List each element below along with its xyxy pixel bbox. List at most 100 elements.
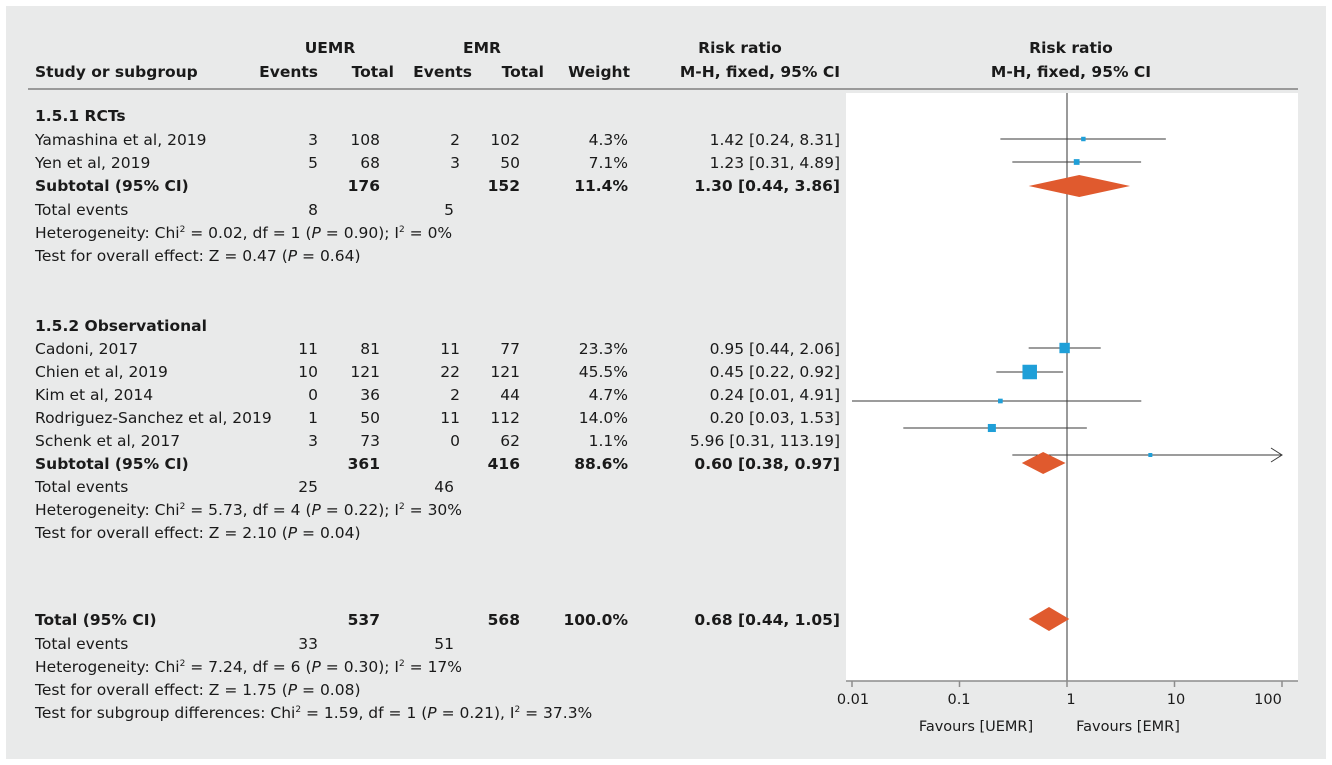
favours-left-label: Favours [UEMR] [918, 719, 1034, 735]
pooled-estimate-diamond [1028, 175, 1131, 197]
x-tick-label: 0.01 [836, 692, 870, 708]
study-ci: 0.20 [0.03, 1.53] [709, 409, 840, 427]
subtotal1-ci: 1.30 [0.44, 3.86] [694, 177, 840, 195]
total-ci: 0.68 [0.44, 1.05] [694, 611, 840, 629]
total-total2: 568 [487, 611, 520, 629]
study-total2: 112 [490, 409, 520, 427]
subgroup2-title: 1.5.2 Observational [35, 317, 207, 335]
group1-label: UEMR [304, 39, 356, 57]
study-events2: 22 [440, 363, 460, 381]
study-name: Yamashina et al, 2019 [35, 131, 207, 149]
subtotal1-total2: 152 [487, 177, 520, 195]
total-events2-e2: 46 [434, 478, 454, 496]
study-name: Schenk et al, 2017 [35, 432, 181, 450]
col-study-header: Study or subgroup [35, 63, 198, 81]
study-weight: 7.1% [588, 154, 628, 172]
study-events2: 2 [450, 131, 460, 149]
study-name: Kim et al, 2014 [35, 386, 154, 404]
study-weight: 4.3% [588, 131, 628, 149]
study-total1: 121 [350, 363, 380, 381]
subtotal2-label: Subtotal (95% CI) [35, 455, 189, 473]
study-ci: 5.96 [0.31, 113.19] [689, 432, 840, 450]
study-events1: 3 [308, 131, 318, 149]
total-label: Total (95% CI) [35, 611, 157, 629]
point-estimate-square [1059, 342, 1070, 354]
total-events1-label: Total events [35, 201, 129, 219]
study-ci: 0.24 [0.01, 4.91] [709, 386, 840, 404]
overall-effect1: Test for overall effect: Z = 0.47 (P = 0… [35, 247, 361, 265]
col-weight-header: Weight [568, 63, 630, 81]
study-events1: 1 [308, 409, 318, 427]
point-estimate-square [987, 423, 996, 433]
overall-effect-total: Test for overall effect: Z = 1.75 (P = 0… [35, 681, 361, 699]
study-total1: 108 [350, 131, 380, 149]
subtotal1-weight: 11.4% [574, 177, 628, 195]
point-estimate-square [998, 398, 1003, 404]
study-ci: 0.95 [0.44, 2.06] [709, 340, 840, 358]
x-tick-label: 0.1 [947, 692, 971, 708]
study-weight: 4.7% [588, 386, 628, 404]
col-rr-method: M-H, fixed, 95% CI [679, 63, 840, 81]
study-name: Chien et al, 2019 [35, 363, 168, 381]
total-weight: 100.0% [563, 611, 628, 629]
study-weight: 45.5% [578, 363, 628, 381]
study-events2: 11 [440, 340, 460, 358]
study-events2: 2 [450, 386, 460, 404]
col-events1-header: Events [259, 63, 318, 81]
subtotal1-label: Subtotal (95% CI) [35, 177, 189, 195]
total-events-e2: 51 [434, 635, 454, 653]
plot-method: M-H, fixed, 95% CI [990, 63, 1152, 81]
subgroup-differences: Test for subgroup differences: Chi2 = 1.… [35, 704, 593, 722]
pooled-estimate-diamond [1028, 607, 1070, 631]
study-total2: 50 [500, 154, 520, 172]
study-ci: 0.45 [0.22, 0.92] [709, 363, 840, 381]
study-ci: 1.23 [0.31, 4.89] [709, 154, 840, 172]
study-ci: 1.42 [0.24, 8.31] [709, 131, 840, 149]
study-total2: 44 [500, 386, 520, 404]
col-rr-title: Risk ratio [698, 39, 782, 57]
study-total2: 77 [500, 340, 520, 358]
study-events1: 0 [308, 386, 318, 404]
study-total1: 81 [360, 340, 380, 358]
subtotal2-weight: 88.6% [574, 455, 628, 473]
group2-label: EMR [463, 39, 501, 57]
heterogeneity1: Heterogeneity: Chi2 = 0.02, df = 1 (P = … [35, 224, 453, 242]
study-events1: 10 [298, 363, 318, 381]
favours-right-label: Favours [EMR] [1076, 719, 1180, 735]
point-estimate-square [1081, 136, 1086, 142]
subtotal2-total1: 361 [347, 455, 380, 473]
study-total1: 36 [360, 386, 380, 404]
heterogeneity-total: Heterogeneity: Chi2 = 7.24, df = 6 (P = … [35, 658, 463, 676]
study-weight: 1.1% [588, 432, 628, 450]
plot-title: Risk ratio [1029, 39, 1113, 57]
x-tick-label: 1 [1066, 692, 1076, 708]
study-events2: 11 [440, 409, 460, 427]
point-estimate-square [1022, 364, 1037, 380]
point-estimate-square [1148, 453, 1153, 457]
total-events-e1: 33 [298, 635, 318, 653]
overall-effect2: Test for overall effect: Z = 2.10 (P = 0… [35, 524, 361, 542]
header-rule [28, 88, 1298, 90]
x-tick-label: 100 [1254, 692, 1282, 708]
total-events2-label: Total events [35, 478, 129, 496]
study-name: Yen et al, 2019 [35, 154, 151, 172]
total-events1-e2: 5 [444, 201, 454, 219]
pooled-estimate-diamond [1021, 452, 1066, 474]
study-events2: 3 [450, 154, 460, 172]
col-total2-header: Total [501, 63, 544, 81]
ci-arrow [1270, 447, 1283, 463]
study-total2: 102 [490, 131, 520, 149]
study-total2: 121 [490, 363, 520, 381]
total-events2-e1: 25 [298, 478, 318, 496]
heterogeneity2: Heterogeneity: Chi2 = 5.73, df = 4 (P = … [35, 501, 463, 519]
study-total1: 73 [360, 432, 380, 450]
study-events1: 5 [308, 154, 318, 172]
study-events1: 3 [308, 432, 318, 450]
study-name: Cadoni, 2017 [35, 340, 139, 358]
study-total1: 50 [360, 409, 380, 427]
study-events1: 11 [298, 340, 318, 358]
total-events1-e1: 8 [308, 201, 318, 219]
subtotal2-total2: 416 [487, 455, 520, 473]
study-name: Rodriguez-Sanchez et al, 2019 [35, 409, 272, 427]
